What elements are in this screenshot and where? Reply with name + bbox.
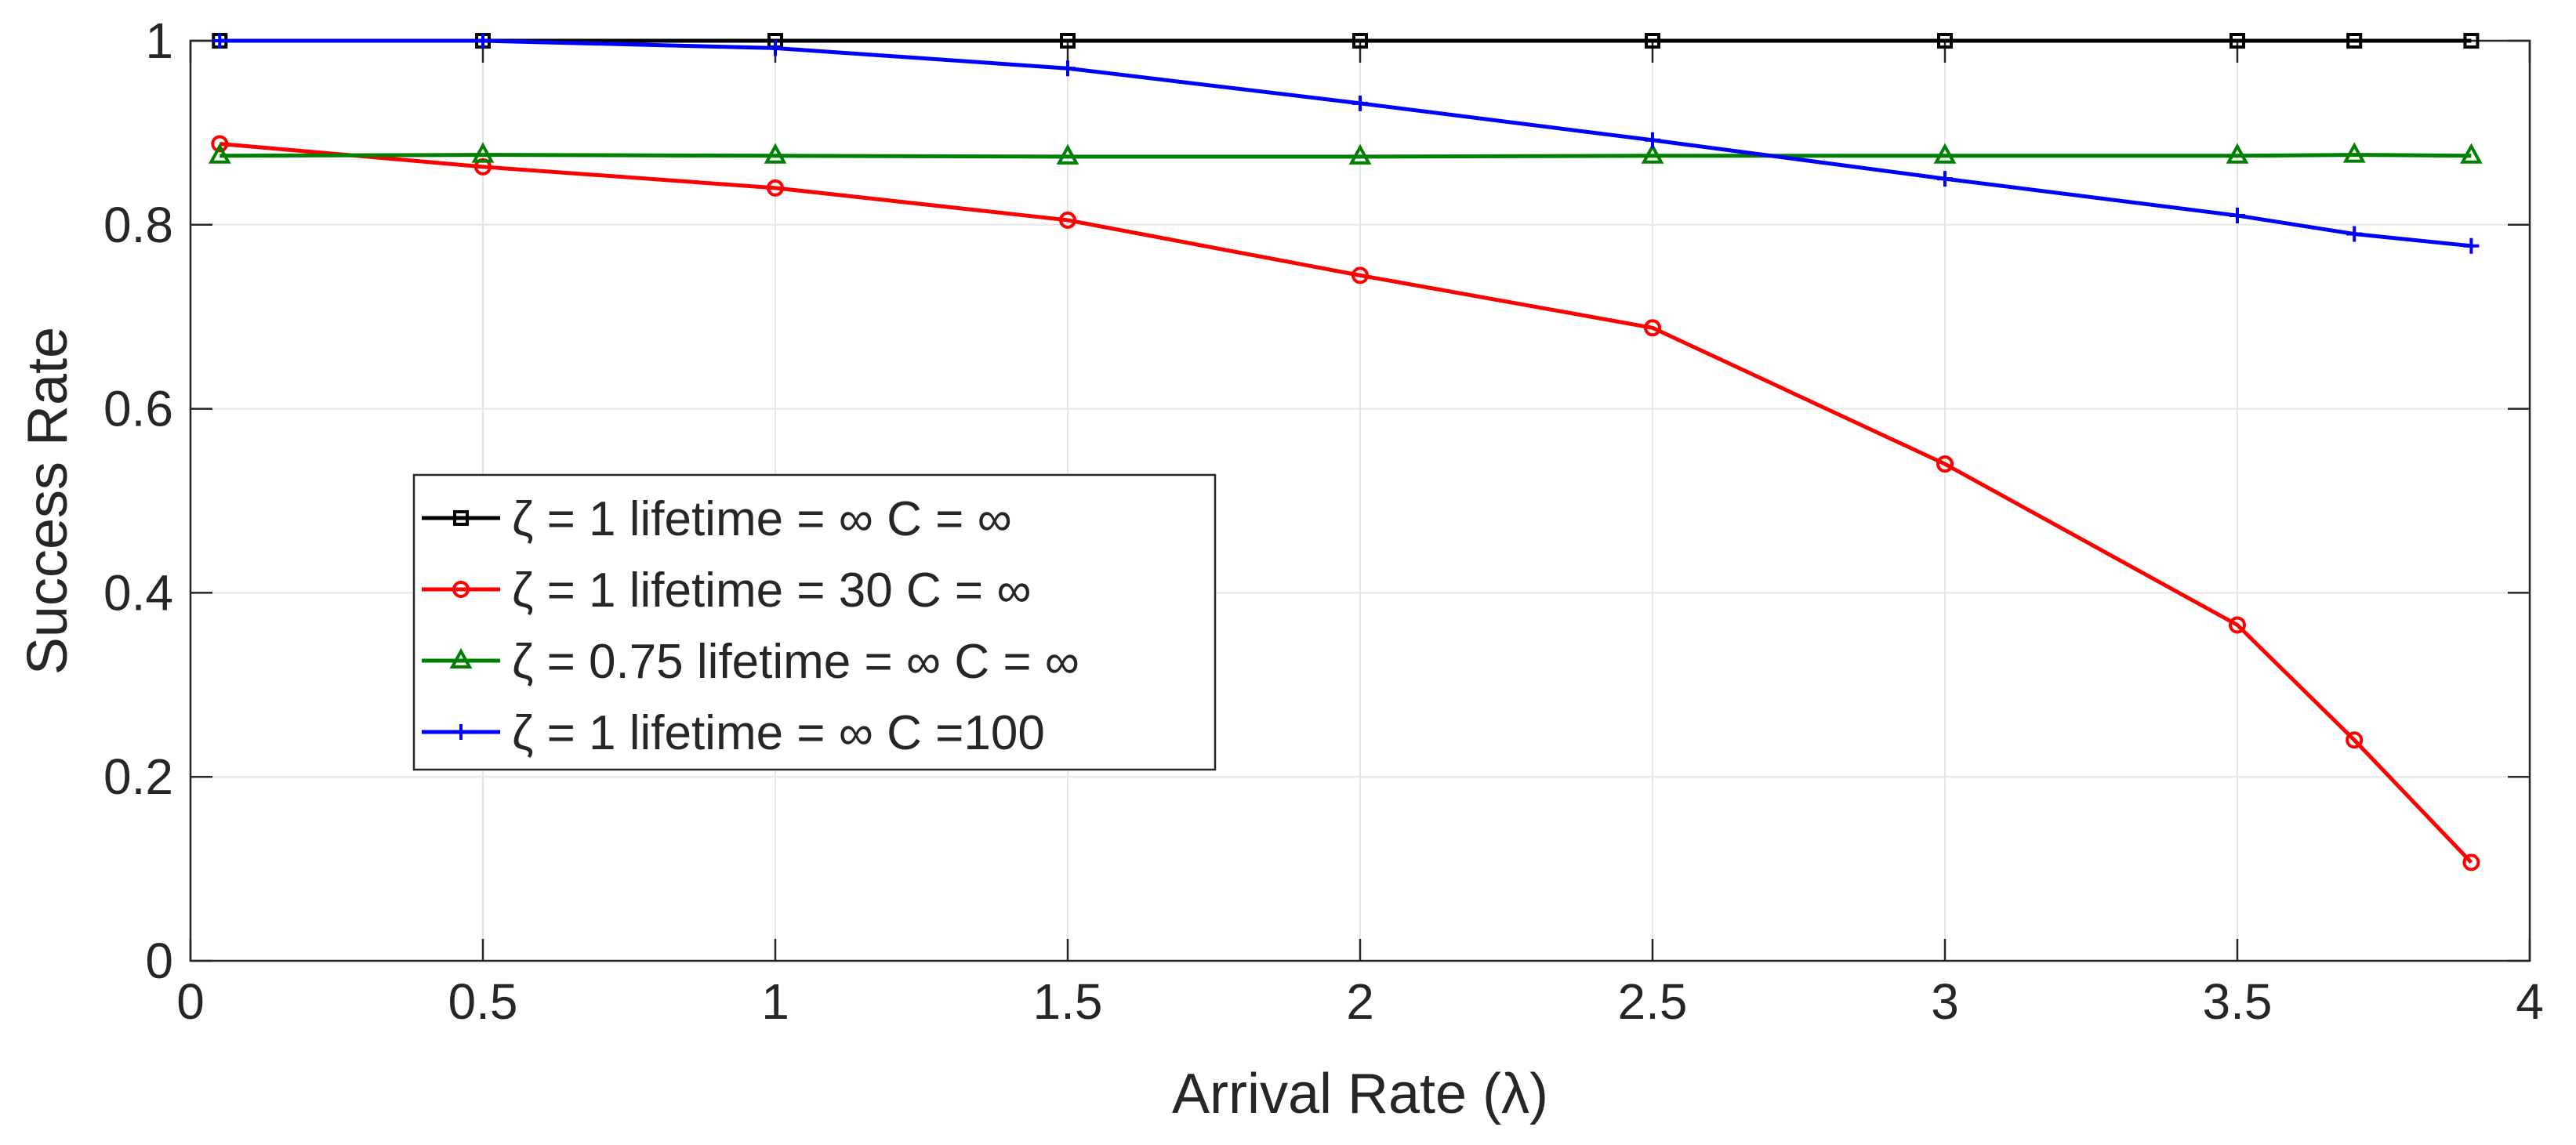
data-point — [1352, 95, 1368, 111]
data-point — [2230, 208, 2245, 224]
data-point — [211, 135, 229, 153]
data-point — [471, 142, 495, 163]
x-tick-label: 0 — [176, 973, 205, 1030]
data-point — [1352, 33, 1368, 49]
y-tick-label: 0.8 — [103, 197, 173, 253]
legend-item: ζ = 1 lifetime = ∞ C = ∞ — [422, 492, 1012, 546]
x-tick-label: 4 — [2516, 973, 2544, 1030]
legend-marker — [449, 647, 473, 669]
legend-item: ζ = 0.75 lifetime = ∞ C = ∞ — [422, 635, 1079, 689]
data-point — [1348, 143, 1372, 165]
series-4 — [212, 33, 2480, 254]
data-point — [2346, 731, 2364, 749]
data-point — [475, 33, 491, 49]
data-point — [767, 179, 784, 197]
y-tick-label: 0 — [145, 933, 173, 989]
y-tick-label: 0.4 — [103, 564, 173, 621]
data-point — [764, 143, 787, 164]
x-tick-label: 2 — [1346, 973, 1374, 1030]
data-point — [212, 33, 228, 49]
x-axis-label: Arrival Rate (λ) — [1172, 1063, 1548, 1125]
legend-item: ζ = 1 lifetime = ∞ C =100 — [422, 706, 1045, 760]
legend-label: ζ = 1 lifetime = 30 C = ∞ — [512, 563, 1032, 618]
data-point — [2463, 33, 2480, 49]
legend: ζ = 1 lifetime = ∞ C = ∞ ζ = 1 lifetime =… — [412, 473, 1217, 771]
axis-ticks: 0 0.5 1 1.5 2 2.5 3 3.5 4 0 0.2 0.4 0.6 0.8 1 — [103, 13, 2544, 1030]
series-3 — [208, 142, 2483, 165]
data-point — [767, 40, 783, 56]
data-point — [2346, 33, 2363, 49]
data-point — [2230, 33, 2245, 49]
y-tick-label: 1 — [145, 13, 173, 69]
data-point — [1060, 60, 1076, 77]
y-tick-label: 0.6 — [103, 381, 173, 437]
data-point — [1056, 143, 1079, 165]
legend-label: ζ = 1 lifetime = ∞ C =100 — [512, 706, 1045, 760]
data-point — [1060, 33, 1076, 49]
legend-marker — [453, 724, 469, 740]
data-point — [1351, 266, 1369, 284]
data-point — [2229, 616, 2246, 634]
data-point — [1644, 319, 1661, 337]
data-point — [1645, 132, 1660, 148]
data-point — [1059, 211, 1076, 229]
data-point — [1936, 455, 1954, 473]
x-tick-label: 1 — [761, 973, 789, 1030]
series-line — [220, 141, 2473, 864]
data-point — [1933, 143, 1957, 164]
data-point — [2460, 143, 2483, 164]
legend-marker — [453, 510, 469, 526]
series-line — [220, 38, 2472, 248]
data-point — [2346, 226, 2363, 242]
legend-box — [412, 473, 1217, 771]
data-point — [2463, 237, 2480, 254]
series-line — [220, 153, 2472, 159]
data-point — [2342, 142, 2366, 163]
legend-marker — [452, 581, 470, 598]
data-series — [208, 33, 2483, 871]
data-point — [2226, 143, 2249, 164]
data-point — [1645, 33, 1660, 49]
data-point — [208, 143, 231, 164]
x-tick-label: 1.5 — [1033, 973, 1103, 1030]
x-tick-label: 3.5 — [2203, 973, 2273, 1030]
x-tick-label: 3 — [1931, 973, 1959, 1030]
y-axis-label: Success Rate — [16, 327, 79, 675]
x-tick-label: 0.5 — [448, 973, 518, 1030]
legend-item: ζ = 1 lifetime = 30 C = ∞ — [422, 563, 1032, 618]
data-point — [2462, 853, 2480, 871]
data-point — [1937, 33, 1953, 49]
y-tick-label: 0.2 — [103, 748, 173, 805]
legend-label: ζ = 0.75 lifetime = ∞ C = ∞ — [512, 635, 1079, 689]
x-tick-label: 2.5 — [1618, 973, 1688, 1030]
legend-label: ζ = 1 lifetime = ∞ C = ∞ — [512, 492, 1012, 546]
data-point — [1641, 143, 1664, 164]
data-point — [1937, 171, 1953, 187]
